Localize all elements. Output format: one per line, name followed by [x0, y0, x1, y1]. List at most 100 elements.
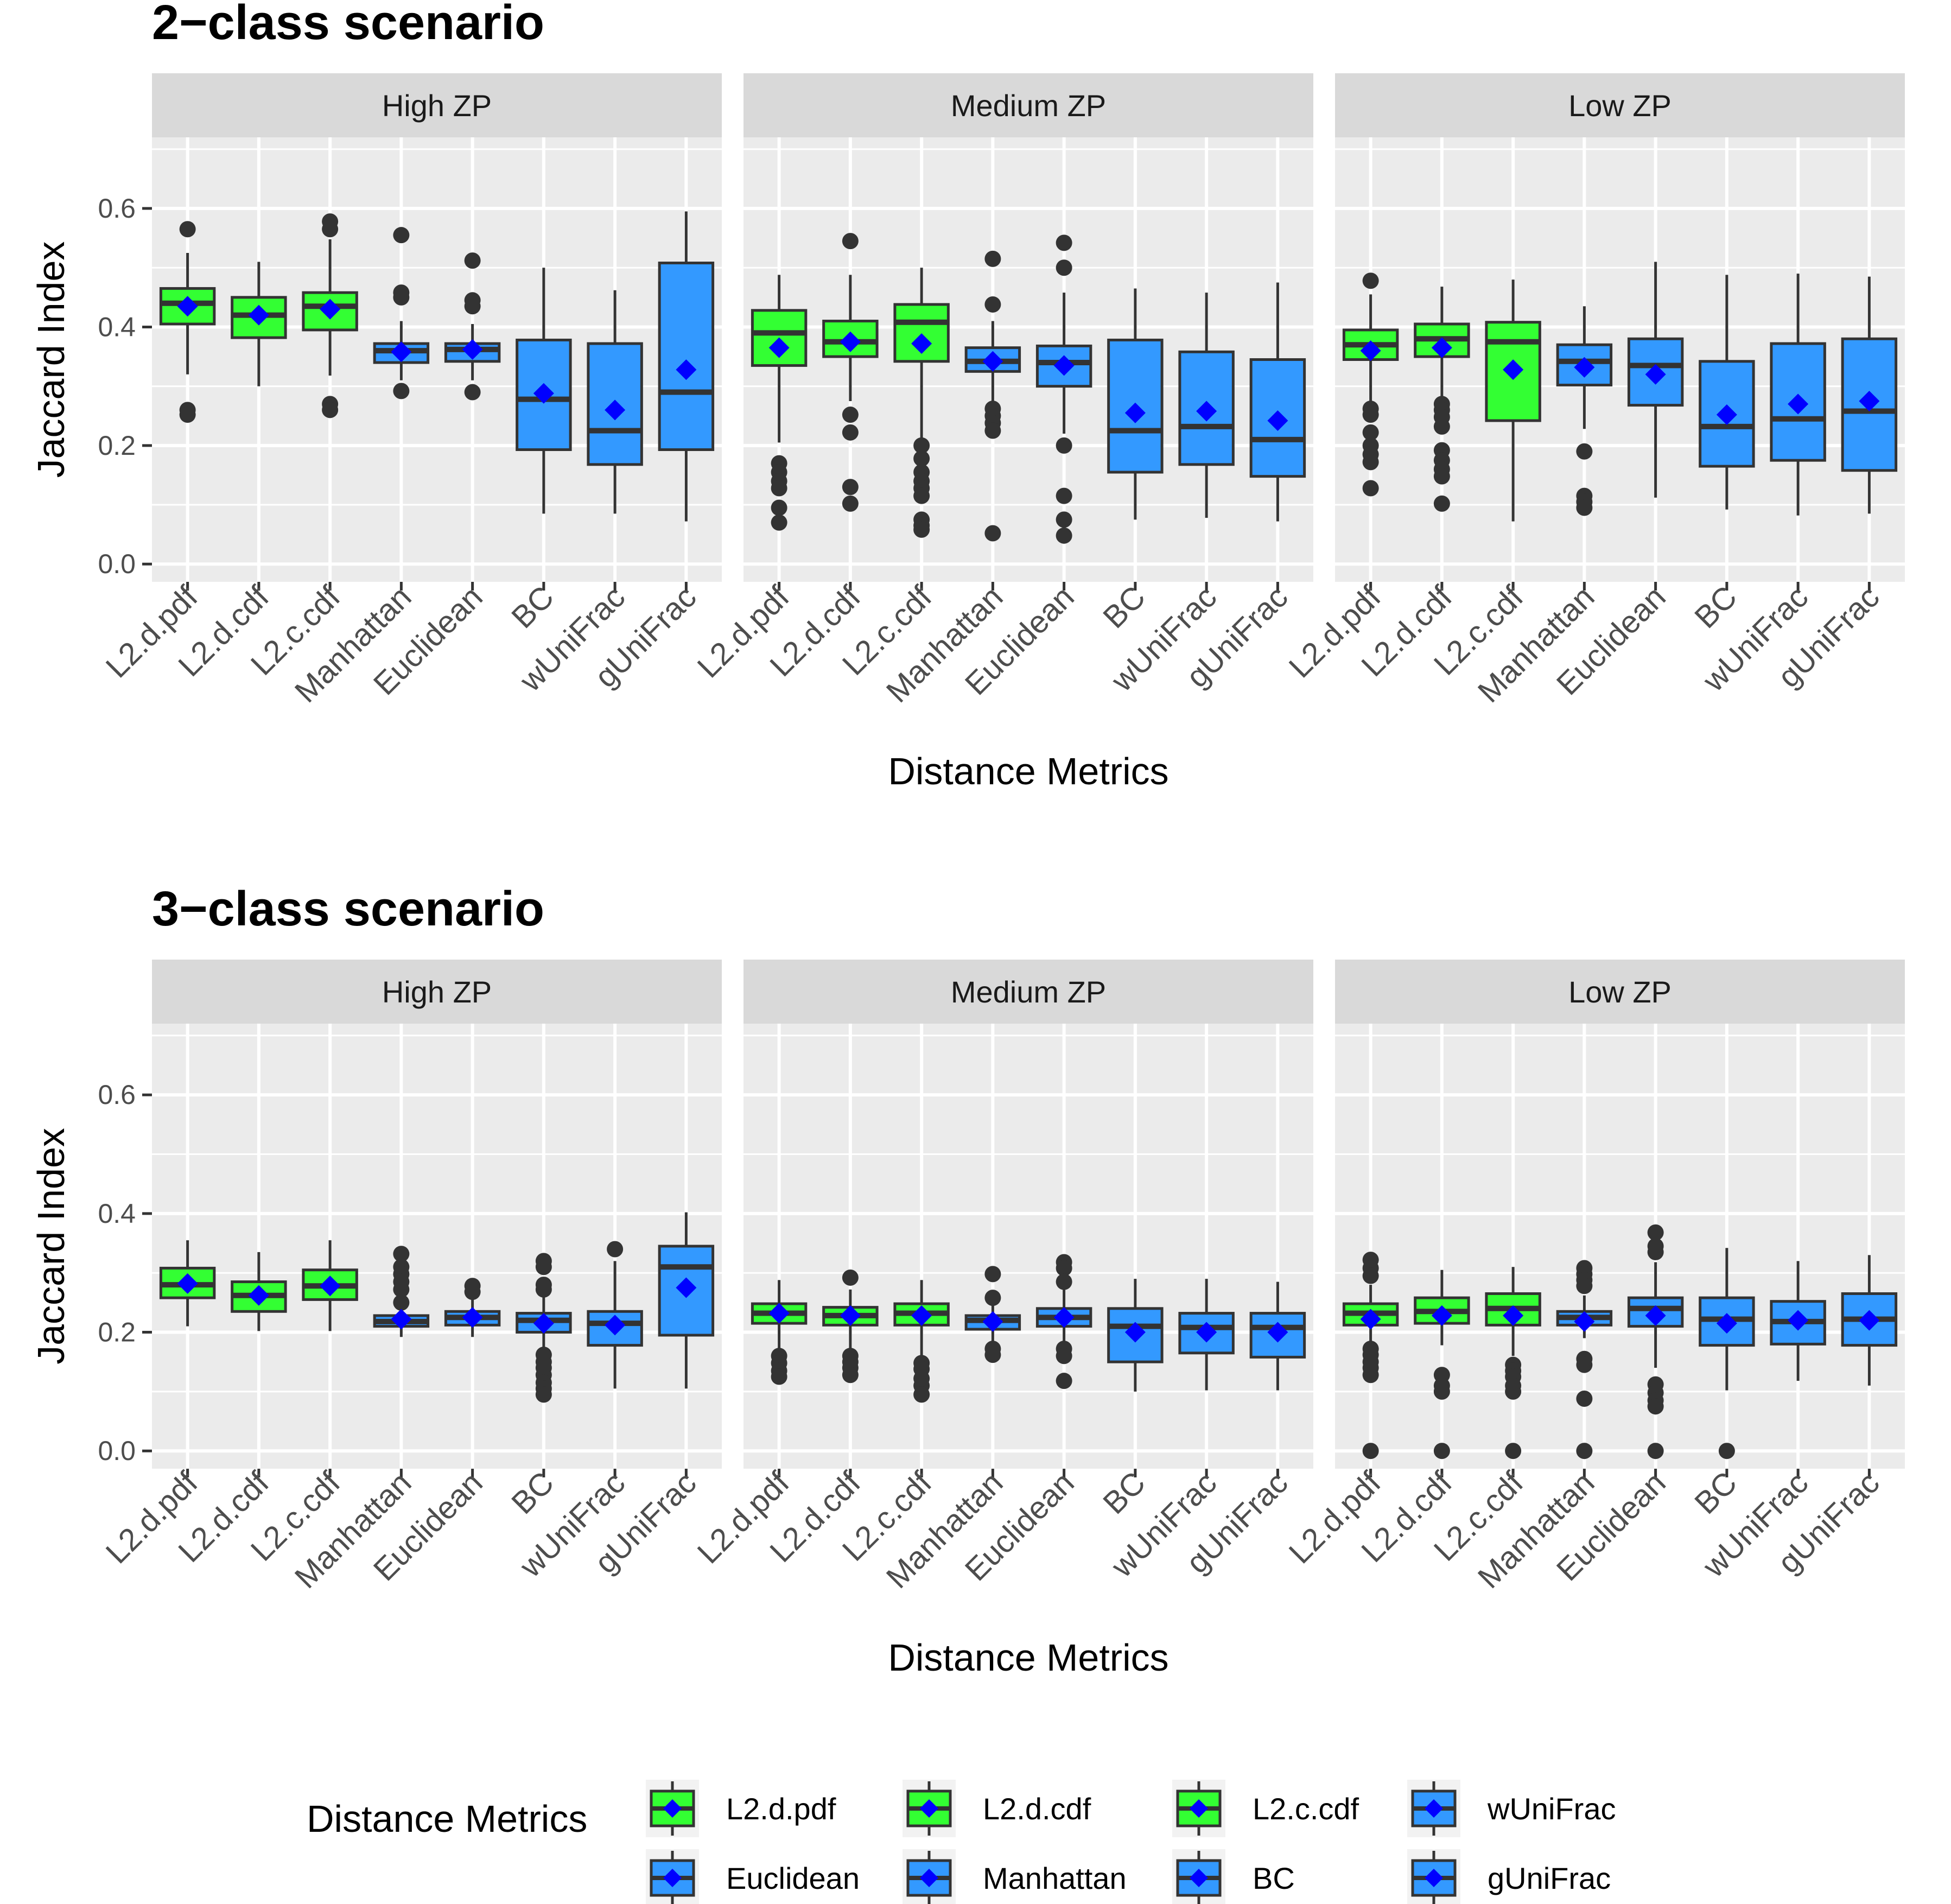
outlier-point — [984, 1347, 1001, 1363]
mean-marker — [1431, 337, 1452, 358]
x-tick-label: BC — [505, 1465, 561, 1521]
mean-marker — [911, 1305, 932, 1326]
box-l2-c-cdf — [302, 213, 358, 418]
outlier-point — [464, 298, 481, 315]
outlier-point — [913, 487, 930, 504]
outlier-point — [1433, 468, 1450, 485]
mean-marker — [1574, 1311, 1595, 1332]
strip-header — [152, 73, 722, 137]
legend-label: Euclidean — [726, 1861, 860, 1895]
box-manhattan — [373, 227, 430, 399]
legend-label: L2.d.cdf — [983, 1792, 1091, 1826]
outlier-point — [1056, 527, 1072, 544]
box-gunifrac — [1249, 282, 1306, 522]
panel-medium-zp: Medium ZPL2.d.pdfL2.d.cdfL2.c.cdfManhatt… — [691, 960, 1313, 1595]
outlier-point — [1056, 1260, 1072, 1277]
strip-label: Low ZP — [1568, 88, 1672, 123]
legend-label: Manhattan — [983, 1861, 1127, 1895]
x-tick-label: BC — [1688, 1465, 1744, 1521]
y-tick-label: 0.2 — [98, 1317, 136, 1348]
box-bc — [1699, 1248, 1755, 1459]
mean-marker — [1267, 410, 1288, 431]
box-bc — [516, 1253, 572, 1403]
outlier-point — [1433, 1443, 1450, 1459]
legend-item-l2-d-cdf: L2.d.cdf — [903, 1780, 1091, 1837]
outlier-point — [1362, 272, 1379, 289]
strip-header — [1335, 960, 1905, 1024]
x-tick-label: BC — [1096, 1465, 1152, 1521]
outlier-point — [393, 383, 410, 399]
chart-title: 2−class scenario — [152, 0, 544, 50]
outlier-point — [1362, 454, 1379, 471]
outlier-point — [1056, 259, 1072, 276]
box-body — [1627, 1296, 1684, 1328]
mean-marker — [1645, 364, 1666, 385]
outlier-point — [842, 424, 859, 441]
box-manhattan — [964, 1266, 1021, 1363]
mean-marker — [1360, 340, 1381, 361]
legend-item-l2-d-pdf: L2.d.pdf — [646, 1780, 836, 1837]
box-euclidean — [1627, 262, 1684, 498]
box-bc — [1107, 288, 1164, 520]
mean-marker — [1788, 394, 1809, 415]
box-gunifrac — [1841, 1255, 1898, 1386]
outlier-point — [771, 514, 787, 531]
outlier-point — [1056, 487, 1072, 504]
outlier-point — [607, 1241, 624, 1258]
y-tick-label: 0.0 — [98, 1436, 136, 1466]
box-euclidean — [1035, 1254, 1092, 1389]
outlier-point — [1056, 1348, 1072, 1364]
outlier-point — [1576, 1356, 1593, 1373]
outlier-point — [984, 250, 1001, 267]
mean-marker — [1053, 355, 1075, 376]
mean-marker — [840, 331, 861, 352]
box-wunifrac — [1178, 293, 1235, 518]
box-l2-d-cdf — [1414, 287, 1470, 512]
mean-marker — [1859, 390, 1880, 411]
mean-marker — [1196, 401, 1217, 422]
mean-marker — [1267, 1322, 1288, 1343]
legend-item-wunifrac: wUniFrac — [1407, 1780, 1616, 1837]
outlier-point — [1362, 1367, 1379, 1383]
legend-label: L2.c.cdf — [1253, 1792, 1359, 1826]
y-axis-title: Jaccard Index — [30, 1128, 72, 1364]
outlier-point — [913, 521, 930, 538]
outlier-point — [984, 422, 1001, 439]
outlier-point — [1433, 418, 1450, 435]
chart-title: 3−class scenario — [152, 882, 544, 936]
mean-marker — [1574, 357, 1595, 378]
legend-key-mean-marker — [1190, 1799, 1208, 1818]
mean-marker — [177, 1273, 198, 1294]
legend-label: L2.d.pdf — [726, 1792, 836, 1826]
mean-marker — [177, 296, 198, 317]
mean-marker — [676, 1277, 697, 1298]
outlier-point — [1647, 1398, 1664, 1415]
mean-marker — [533, 383, 554, 404]
strip-label: Medium ZP — [951, 975, 1106, 1009]
strip-header — [152, 960, 722, 1024]
legend-key-mean-marker — [663, 1869, 682, 1887]
panel-background — [1335, 1024, 1905, 1469]
mean-marker — [676, 359, 697, 380]
strip-label: Low ZP — [1568, 975, 1672, 1009]
box-euclidean — [444, 252, 501, 401]
legend-label: wUniFrac — [1487, 1792, 1616, 1826]
mean-marker — [982, 351, 1003, 372]
outlier-point — [771, 1368, 787, 1385]
outlier-point — [1718, 1443, 1735, 1459]
strip-header — [1335, 73, 1905, 137]
box-bc — [516, 268, 572, 514]
mean-marker — [1124, 1322, 1146, 1343]
mean-marker — [1053, 1307, 1075, 1328]
x-axis-title: Distance Metrics — [888, 750, 1168, 792]
mean-marker — [1503, 359, 1524, 380]
mean-marker — [605, 399, 626, 421]
box-euclidean — [1627, 1224, 1684, 1459]
box-l2-c-cdf — [893, 268, 950, 538]
box-l2-d-pdf — [1342, 1252, 1399, 1459]
outlier-point — [1647, 1443, 1664, 1459]
mean-marker — [768, 1303, 790, 1324]
box-l2-c-cdf — [302, 1240, 358, 1331]
mean-marker — [320, 1275, 341, 1297]
box-l2-c-cdf — [1485, 1267, 1541, 1459]
